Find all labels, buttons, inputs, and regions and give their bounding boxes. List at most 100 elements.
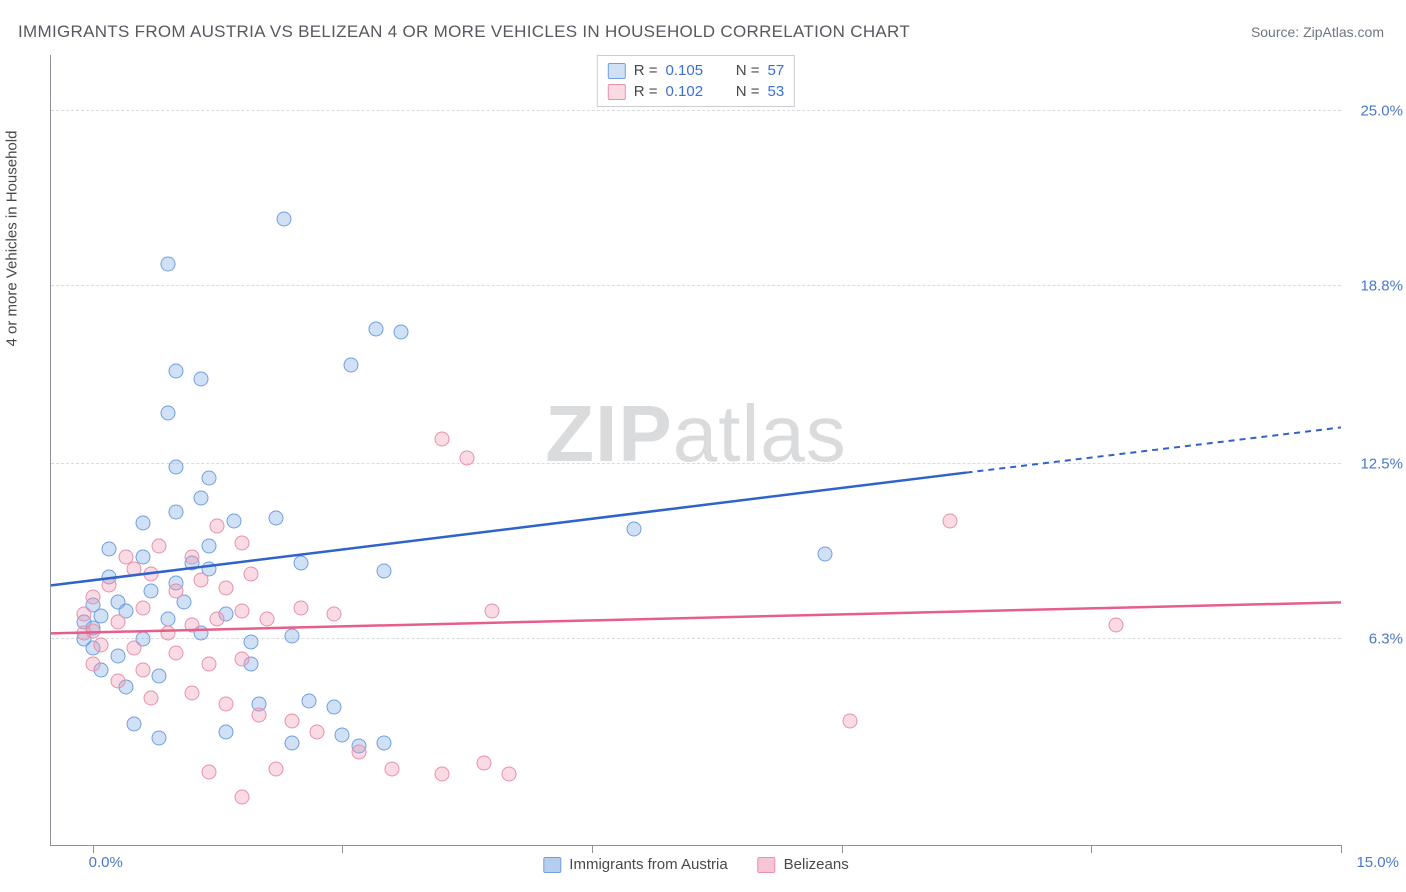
legend-row: R = 0.102 N = 53	[608, 81, 784, 102]
scatter-point	[326, 606, 341, 621]
y-tick-label: 25.0%	[1360, 103, 1403, 120]
scatter-point	[268, 510, 283, 525]
series-legend: Immigrants from Austria Belizeans	[543, 856, 848, 873]
scatter-point	[243, 567, 258, 582]
scatter-point	[218, 725, 233, 740]
scatter-point	[118, 550, 133, 565]
scatter-point	[227, 513, 242, 528]
scatter-point	[143, 691, 158, 706]
gridline	[51, 110, 1341, 111]
scatter-point	[202, 471, 217, 486]
x-tick	[342, 845, 343, 853]
legend-row: R = 0.105 N = 57	[608, 60, 784, 81]
x-tick	[842, 845, 843, 853]
scatter-point	[143, 584, 158, 599]
legend-item: Immigrants from Austria	[543, 856, 727, 873]
y-tick-label: 12.5%	[1360, 456, 1403, 473]
scatter-point	[243, 634, 258, 649]
scatter-point	[285, 736, 300, 751]
scatter-point	[485, 603, 500, 618]
scatter-point	[168, 459, 183, 474]
scatter-point	[1109, 617, 1124, 632]
x-tick	[93, 845, 94, 853]
legend-n-label: N =	[736, 62, 760, 79]
legend-n-value: 57	[768, 62, 785, 79]
scatter-point	[85, 589, 100, 604]
scatter-point	[335, 727, 350, 742]
scatter-point	[202, 657, 217, 672]
gridline	[51, 463, 1341, 464]
scatter-point	[135, 516, 150, 531]
scatter-point	[252, 708, 267, 723]
scatter-point	[343, 358, 358, 373]
scatter-point	[435, 431, 450, 446]
legend-swatch	[608, 63, 626, 79]
scatter-point	[152, 538, 167, 553]
scatter-point	[185, 685, 200, 700]
scatter-point	[218, 581, 233, 596]
scatter-point	[202, 764, 217, 779]
scatter-point	[143, 567, 158, 582]
y-tick-label: 6.3%	[1369, 631, 1403, 648]
x-tick-label-end: 15.0%	[1356, 854, 1399, 871]
scatter-point	[293, 601, 308, 616]
scatter-point	[351, 744, 366, 759]
legend-n-value: 53	[768, 83, 785, 100]
legend-swatch	[758, 857, 776, 873]
chart-title: IMMIGRANTS FROM AUSTRIA VS BELIZEAN 4 OR…	[18, 22, 910, 42]
x-tick	[1091, 845, 1092, 853]
scatter-point	[160, 406, 175, 421]
scatter-point	[235, 651, 250, 666]
scatter-point	[168, 584, 183, 599]
legend-n-label: N =	[736, 83, 760, 100]
watermark: ZIPatlas	[545, 388, 846, 480]
scatter-point	[285, 713, 300, 728]
scatter-point	[210, 519, 225, 534]
scatter-point	[102, 541, 117, 556]
scatter-point	[160, 626, 175, 641]
x-tick	[592, 845, 593, 853]
scatter-point	[235, 603, 250, 618]
scatter-point	[285, 629, 300, 644]
chart-container: IMMIGRANTS FROM AUSTRIA VS BELIZEAN 4 OR…	[0, 0, 1406, 892]
scatter-point	[77, 626, 92, 641]
scatter-point	[501, 767, 516, 782]
scatter-point	[268, 761, 283, 776]
scatter-point	[818, 547, 833, 562]
legend-r-value: 0.105	[666, 62, 704, 79]
scatter-point	[376, 736, 391, 751]
scatter-point	[135, 663, 150, 678]
scatter-point	[235, 790, 250, 805]
scatter-point	[202, 538, 217, 553]
scatter-point	[160, 612, 175, 627]
y-axis-label: 4 or more Vehicles in Household	[4, 131, 21, 347]
scatter-point	[193, 372, 208, 387]
scatter-point	[127, 640, 142, 655]
scatter-point	[302, 694, 317, 709]
legend-swatch	[608, 84, 626, 100]
scatter-point	[842, 713, 857, 728]
scatter-point	[210, 612, 225, 627]
legend-swatch	[543, 857, 561, 873]
scatter-point	[135, 601, 150, 616]
scatter-point	[160, 256, 175, 271]
y-tick-label: 18.8%	[1360, 278, 1403, 295]
scatter-point	[102, 578, 117, 593]
scatter-point	[77, 606, 92, 621]
plot-area: ZIPatlas 6.3%12.5%18.8%25.0%0.0%15.0%R =…	[50, 55, 1341, 846]
scatter-point	[235, 536, 250, 551]
scatter-point	[185, 550, 200, 565]
scatter-point	[218, 696, 233, 711]
scatter-point	[168, 646, 183, 661]
legend-item: Belizeans	[758, 856, 849, 873]
trend-lines	[51, 55, 1341, 845]
scatter-point	[152, 668, 167, 683]
scatter-point	[368, 321, 383, 336]
scatter-point	[110, 674, 125, 689]
scatter-point	[476, 756, 491, 771]
gridline	[51, 285, 1341, 286]
scatter-point	[110, 615, 125, 630]
legend-label: Belizeans	[784, 856, 849, 873]
scatter-point	[260, 612, 275, 627]
correlation-legend: R = 0.105 N = 57R = 0.102 N = 53	[597, 55, 795, 107]
